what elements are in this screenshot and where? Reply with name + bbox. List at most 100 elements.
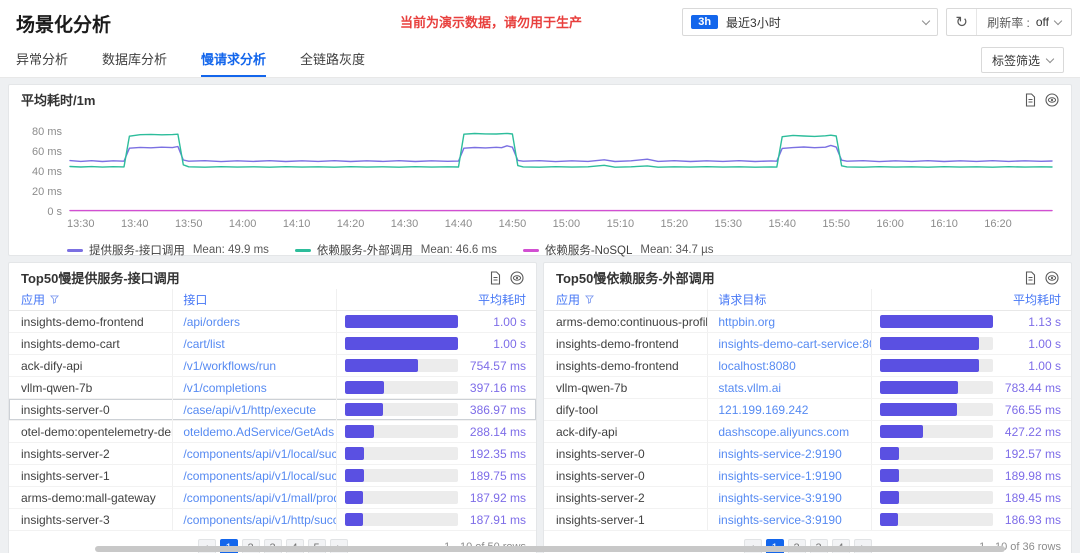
tab-慢请求分析[interactable]: 慢请求分析 <box>201 44 267 77</box>
tab-异常分析[interactable]: 异常分析 <box>16 52 69 67</box>
refresh-icon: ↻ <box>955 14 968 31</box>
y-tick-label: 20 ms <box>32 186 62 198</box>
latency-value: 1.00 s <box>1028 336 1061 351</box>
cell-target-link[interactable]: /api/orders <box>172 311 335 333</box>
table-row[interactable]: arms-demo:continuous-profiling httpbin.or… <box>544 311 1071 334</box>
cell-app-name: ack-dify-api <box>556 424 618 439</box>
x-tick-label: 14:00 <box>229 218 257 230</box>
cell-latency: 189.45 ms <box>870 487 1071 509</box>
filter-funnel-icon[interactable] <box>50 295 60 304</box>
cell-latency: 427.22 ms <box>870 421 1071 443</box>
tab-数据库分析[interactable]: 数据库分析 <box>102 52 168 67</box>
cell-target-link[interactable]: insights-demo-cart-service:8081 <box>707 333 871 355</box>
column-header-app[interactable]: 应用 <box>544 291 707 308</box>
legend-item-1[interactable]: 依赖服务-外部调用 Mean: 46.6 ms <box>294 242 497 258</box>
table-row[interactable]: insights-server-2 insights-service-3:9190… <box>544 487 1071 510</box>
table-row[interactable]: insights-demo-frontend insights-demo-cart… <box>544 333 1071 356</box>
export-doc-icon[interactable] <box>489 270 502 285</box>
latency-bar-track <box>344 513 458 527</box>
export-doc-icon[interactable] <box>1024 270 1037 285</box>
eye-icon[interactable] <box>1045 270 1059 285</box>
export-doc-icon[interactable] <box>1024 92 1037 107</box>
cell-target-link[interactable]: /components/api/v1/local/success <box>172 443 336 465</box>
cell-target-link[interactable]: /cart/list <box>172 333 335 355</box>
cell-target-link[interactable]: /components/api/v1/local/success <box>172 465 336 487</box>
cell-target-link[interactable]: /v1/completions <box>172 377 335 399</box>
table-row[interactable]: insights-server-1/components/api/v1/loca… <box>9 465 536 488</box>
table-row[interactable]: insights-demo-frontend/api/orders 1.00 s <box>9 311 536 334</box>
column-header-target[interactable]: 接口 <box>172 289 335 311</box>
table-row[interactable]: insights-server-2/components/api/v1/loca… <box>9 443 536 466</box>
latency-bar <box>344 491 364 505</box>
cell-target-link[interactable]: /case/api/v1/http/execute <box>172 399 335 421</box>
cell-app-name: insights-server-0 <box>21 402 110 417</box>
cell-target-link[interactable]: 121.199.169.242 <box>707 399 870 421</box>
latency-value: 1.00 s <box>493 314 526 329</box>
horizontal-scrollbar[interactable] <box>95 546 1005 552</box>
legend-item-0[interactable]: 提供服务-接口调用 Mean: 49.9 ms <box>67 242 269 258</box>
column-header-app[interactable]: 应用 <box>9 291 172 308</box>
latency-bar-track <box>879 469 993 483</box>
legend-swatch-icon <box>67 248 83 252</box>
x-tick-label: 14:10 <box>283 218 311 230</box>
cell-latency: 783.44 ms <box>870 377 1071 399</box>
tab-全链路灰度[interactable]: 全链路灰度 <box>300 52 366 67</box>
time-range-select[interactable]: 3h 最近3小时 <box>682 8 939 36</box>
cell-target-link[interactable]: /components/api/v1/mall/product <box>172 487 336 509</box>
eye-icon[interactable] <box>1045 92 1059 107</box>
column-header-target[interactable]: 请求目标 <box>707 289 870 311</box>
latency-bar-track <box>879 447 993 461</box>
cell-target-link[interactable]: insights-service-1:9190 <box>707 465 870 487</box>
y-tick-label: 0 s <box>47 206 62 218</box>
table-row[interactable]: insights-demo-frontend localhost:8080 1.00… <box>544 355 1071 378</box>
table-row[interactable]: insights-server-0 insights-service-2:9190… <box>544 443 1071 466</box>
eye-icon[interactable] <box>510 270 524 285</box>
latency-line-chart[interactable]: 80 ms 60 ms 40 ms 20 ms 0 s 13:30 13:40 13:50 14… <box>9 111 1071 235</box>
filter-funnel-icon[interactable] <box>585 295 595 304</box>
table-row[interactable]: vllm-qwen-7b stats.vllm.ai 783.44 ms <box>544 377 1071 400</box>
cell-target-link[interactable]: stats.vllm.ai <box>707 377 870 399</box>
table-row[interactable]: insights-server-1 insights-service-3:9190… <box>544 509 1071 532</box>
table-row[interactable]: insights-server-0 insights-service-1:9190… <box>544 465 1071 488</box>
table-row[interactable]: otel-demo:opentelemetry-demo-adserviceot… <box>9 421 536 444</box>
column-header-latency[interactable]: 平均耗时 <box>335 289 536 311</box>
table-row[interactable]: ack-dify-api dashscope.aliyuncs.com 427.22… <box>544 421 1071 444</box>
demo-warning-text: 当前为演示数据，请勿用于生产 <box>400 15 583 30</box>
x-tick-label: 13:50 <box>175 218 203 230</box>
cell-latency: 189.75 ms <box>335 465 536 487</box>
table-row[interactable]: ack-dify-api/v1/workflows/run 754.57 ms <box>9 355 536 378</box>
avg-latency-chart-panel: 平均耗时/1m 80 ms 60 ms 40 ms 20 ms 0 s 13:30 13:4… <box>8 84 1072 258</box>
latency-bar <box>879 381 958 395</box>
cell-target-link[interactable]: dashscope.aliyuncs.com <box>707 421 870 443</box>
cell-target-link[interactable]: insights-service-3:9190 <box>707 509 870 531</box>
refresh-button[interactable]: ↻ <box>947 9 978 35</box>
latency-bar <box>879 315 993 329</box>
cell-target-link[interactable]: insights-service-3:9190 <box>707 487 870 509</box>
column-header-label: 应用 <box>21 293 46 308</box>
cell-target-link[interactable]: httpbin.org <box>707 311 870 333</box>
latency-value: 1.13 s <box>1028 314 1061 329</box>
cell-app-name: arms-demo:continuous-profiling <box>556 314 708 329</box>
table-row[interactable]: arms-demo:mall-gateway/components/api/v1… <box>9 487 536 510</box>
table-row[interactable]: insights-demo-cart/cart/list 1.00 s <box>9 333 536 356</box>
cell-target-link[interactable]: oteldemo.AdService/GetAds <box>172 421 335 443</box>
column-header-latency[interactable]: 平均耗时 <box>870 289 1071 311</box>
cell-target-link[interactable]: /v1/workflows/run <box>172 355 335 377</box>
table-row[interactable]: insights-server-0/case/api/v1/http/execu… <box>9 399 536 422</box>
cell-target-link[interactable]: localhost:8080 <box>707 355 870 377</box>
latency-bar-track <box>879 403 993 417</box>
table-row[interactable]: vllm-qwen-7b/v1/completions 397.16 ms <box>9 377 536 400</box>
legend-item-2[interactable]: 依赖服务-NoSQL Mean: 34.7 µs <box>522 242 714 258</box>
cell-target-link[interactable]: insights-service-2:9190 <box>707 443 870 465</box>
table-row[interactable]: dify-tool 121.199.169.242 766.55 ms <box>544 399 1071 422</box>
latency-bar-track <box>879 491 993 505</box>
cell-app-name: arms-demo:mall-gateway <box>21 490 156 505</box>
table-row[interactable]: insights-server-3/components/api/v1/http… <box>9 509 536 532</box>
latency-bar-track <box>879 381 993 395</box>
tag-filter-button[interactable]: 标签筛选 <box>980 47 1064 73</box>
cell-target-link[interactable]: /components/api/v1/http/success <box>172 509 336 531</box>
cell-app-name: otel-demo:opentelemetry-demo-adservice <box>21 424 172 439</box>
cell-latency: 386.97 ms <box>335 399 536 421</box>
refresh-rate-select[interactable]: 刷新率 : off <box>977 14 1071 31</box>
tag-filter-label: 标签筛选 <box>991 53 1040 68</box>
